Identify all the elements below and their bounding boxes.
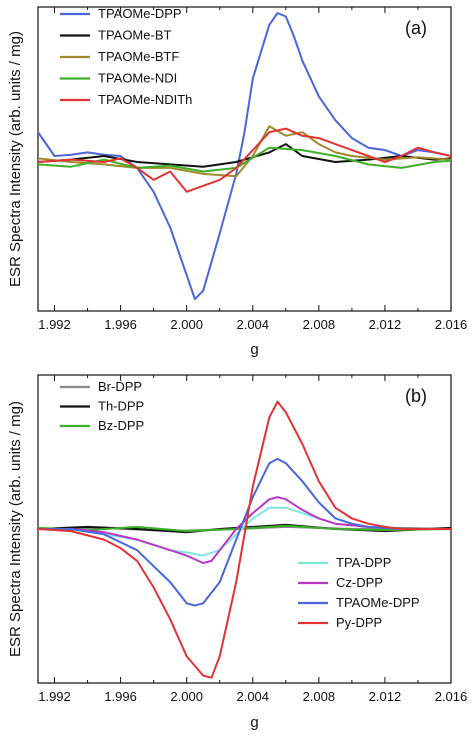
chart-panel-b: 1.992 1.996 2.000 2.004 2.008 2.012 2.016 g ESR … [7,374,468,731]
x-tick-label: 2.000 [170,317,203,332]
legend-entry: TPAOMe-DPP [98,6,182,21]
x-axis-title: g [250,714,258,731]
panel-label: (b) [405,386,427,406]
x-tick-label: 2.008 [303,689,336,704]
panel-label: (a) [405,18,427,38]
x-tick-label: 2.000 [170,689,203,704]
x-tick-label: 2.012 [369,317,402,332]
x-tick-label: 1.996 [104,317,137,332]
legend-entry: TPAOMe-NDITh [98,92,192,107]
y-axis-title: ESR Spectra Intensity (arb. units / mg) [7,31,24,287]
series-line-tpaome-dpp [38,12,451,301]
legend-entry: Bz-DPP [98,418,144,433]
x-tick-label: 2.004 [236,689,269,704]
legend-entry: TPAOMe-BTF [98,49,179,64]
x-tick-label: 2.008 [303,317,336,332]
chart-panel-a: 1.992 1.996 2.000 2.004 2.008 2.012 2.016 g ESR … [7,6,467,358]
x-tick-label: 2.016 [435,317,468,332]
x-tick-label: 2.012 [369,689,402,704]
legend-entry: Br-DPP [98,379,142,394]
legend-entry: TPA-DPP [336,555,391,570]
series-line-tpaome-ndith [38,127,451,193]
y-axis-title: ESR Spectra Intensity (arb. units / mg) [7,401,24,657]
x-tick-label: 2.016 [435,689,468,704]
x-tick-label: 1.996 [104,689,137,704]
series-line-tpaome-bt [38,143,451,168]
series-line-tpaome-dpp [38,457,451,607]
x-tick-label: 1.992 [38,689,71,704]
x-tick-label: 2.004 [236,317,269,332]
legend-entry: TPAOMe-BT [98,28,171,43]
x-axis-title: g [250,341,258,358]
legend-entry: TPAOMe-DPP [336,595,420,610]
series-line-py-dpp [38,400,451,679]
x-tick-label: 1.992 [38,317,71,332]
series-line-tpaome-btf [38,125,451,178]
legend-entry: Py-DPP [336,615,382,630]
legend-entry: Cz-DPP [336,575,383,590]
legend-entry: Th-DPP [98,399,144,414]
legend-entry: TPAOMe-NDI [98,71,177,86]
